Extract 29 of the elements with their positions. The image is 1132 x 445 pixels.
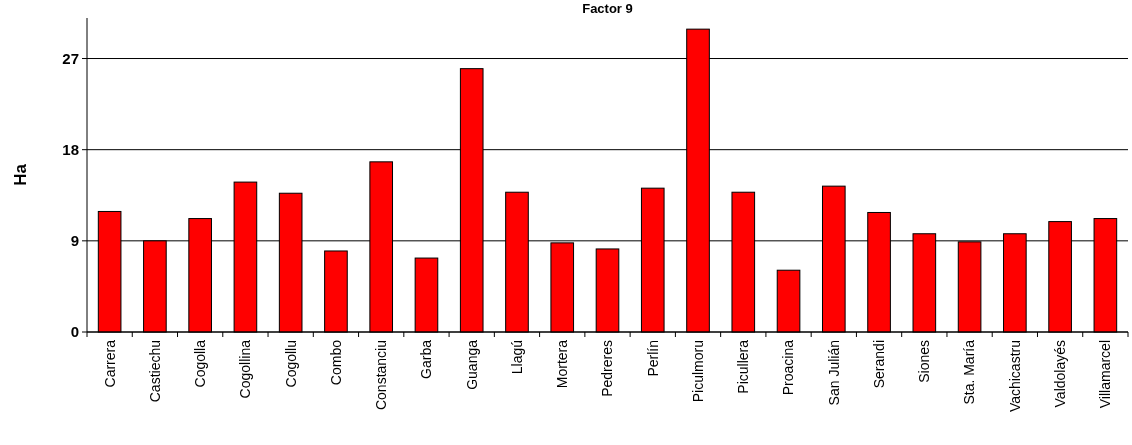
- x-tick-label: Llagú: [508, 340, 525, 375]
- x-tick-label: Mortera: [554, 339, 571, 389]
- y-tick-label: 18: [62, 140, 79, 158]
- y-tick-label: 0: [70, 323, 79, 341]
- x-tick-label: Cogolla: [192, 339, 209, 388]
- y-tick-label: 9: [70, 232, 79, 250]
- chart-title: Factor 9: [582, 1, 633, 16]
- x-tick-label: Castiechu: [146, 340, 163, 403]
- y-axis-title: Ha: [11, 163, 30, 186]
- y-tick-label: 27: [62, 49, 79, 67]
- x-tick-label: Siones: [916, 340, 933, 383]
- x-tick-label: San Julián: [825, 340, 842, 406]
- x-tick-label: Cogollu: [282, 340, 299, 388]
- x-tick-label: Guanga: [463, 339, 480, 390]
- x-tick-label: Valdolayés: [1052, 340, 1069, 408]
- x-tick-label: Serandi: [870, 340, 887, 389]
- x-tick-label: Piculmoru: [689, 340, 706, 403]
- x-tick-label: Villamarcel: [1097, 340, 1114, 409]
- x-tick-label: Combo: [327, 339, 344, 386]
- x-tick-label: Vachicastru: [1006, 340, 1023, 413]
- x-tick-label: Constanciu: [373, 340, 390, 411]
- x-tick-label: Proacina: [780, 339, 797, 396]
- x-tick-label: Cogollina: [237, 339, 254, 399]
- x-tick-label: Garba: [418, 339, 435, 379]
- x-tick-label: Perlín: [644, 340, 661, 377]
- x-tick-label: Carrera: [101, 339, 118, 388]
- x-tick-label: Sta. María: [961, 339, 978, 405]
- x-tick-label: Picullera: [735, 339, 752, 394]
- x-tick-label: Pedreres: [599, 340, 616, 397]
